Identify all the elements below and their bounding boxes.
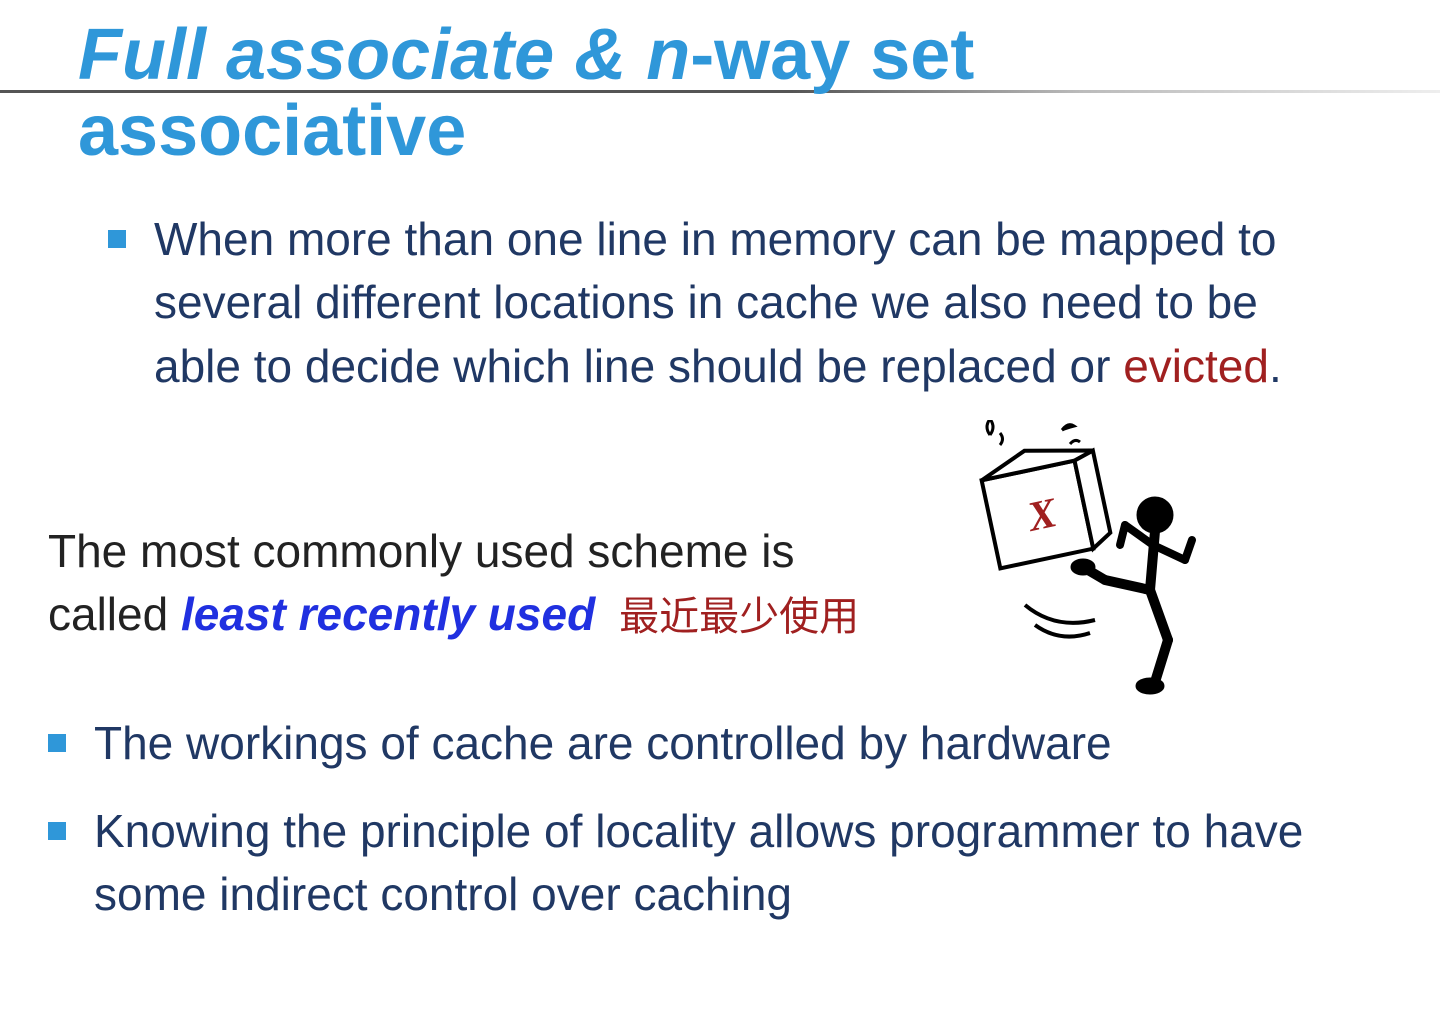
bullet-text-1: When more than one line in memory can be…: [154, 208, 1308, 398]
scheme-pre-2: called: [48, 588, 181, 640]
title-part4: associative: [78, 91, 466, 171]
bullet-text-4: Knowing the principle of locality allows…: [94, 800, 1408, 927]
bullet-square-icon: [48, 734, 66, 752]
bullet-square-icon: [108, 230, 126, 248]
kick-box-cartoon-icon: X: [970, 420, 1210, 700]
bullet1-highlight: evicted: [1123, 340, 1269, 392]
title-part1: Full associate &: [78, 15, 646, 95]
lru-term: least recently used: [181, 588, 595, 640]
chinese-annotation: 最近最少使用: [619, 595, 859, 639]
bullet-square-icon: [48, 822, 66, 840]
bullet1-pre: When more than one line in memory can be…: [154, 213, 1277, 392]
title-part2: n: [646, 15, 690, 95]
bullet-item-1: When more than one line in memory can be…: [108, 208, 1308, 398]
bullet-item-4: Knowing the principle of locality allows…: [48, 800, 1408, 927]
title-part3: -way set: [690, 15, 974, 95]
bullet-text-3: The workings of cache are controlled by …: [94, 712, 1112, 775]
scheme-line: The most commonly used scheme is called …: [48, 520, 859, 647]
bullet1-post: .: [1269, 340, 1282, 392]
bullet-item-3: The workings of cache are controlled by …: [48, 712, 1408, 775]
scheme-pre: The most commonly used scheme is: [48, 525, 795, 577]
slide-title: Full associate & n-way set associative: [78, 18, 974, 169]
